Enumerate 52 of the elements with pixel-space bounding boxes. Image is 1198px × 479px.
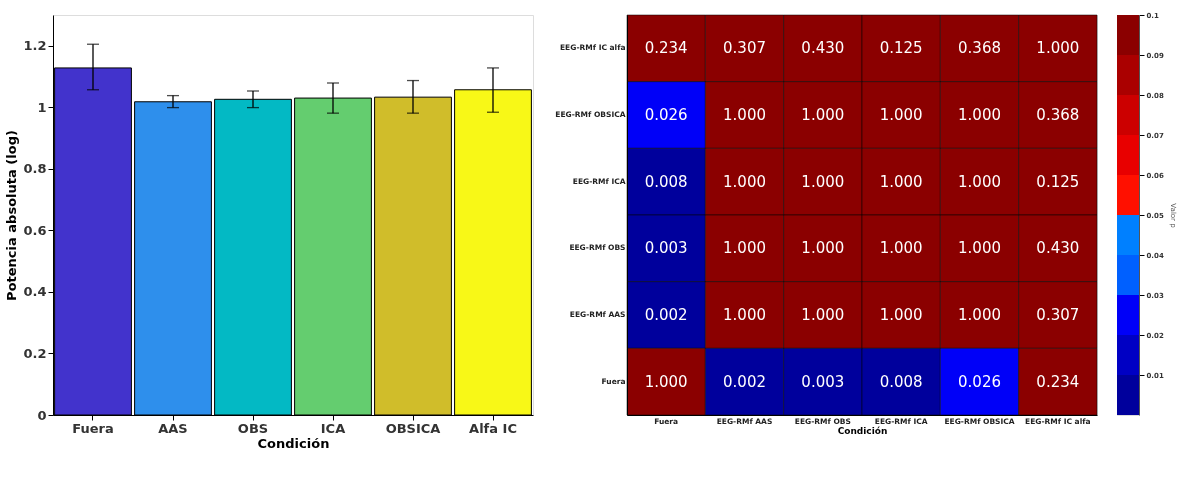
data-label: 1.000 (879, 239, 923, 258)
data-label: 0.234 (1036, 372, 1080, 391)
data-label: 1.000 (958, 239, 1001, 258)
data-label: 1.000 (879, 306, 923, 324)
y-tick-label: 0.6 (23, 222, 47, 238)
y-tick-label: 0 (37, 407, 47, 423)
data-label: 1.000 (801, 239, 845, 258)
y-tick-label: 0.2 (23, 345, 47, 361)
data-label: 1.000 (723, 239, 766, 258)
data-label: 0.003 (644, 239, 688, 258)
data-label: 0.430 (801, 39, 845, 58)
data-label: 1.000 (723, 106, 766, 124)
data-label: 0.003 (801, 372, 845, 391)
data-label: 1.000 (879, 106, 923, 124)
data-label: 1.000 (1036, 39, 1080, 58)
data-label: 1.000 (644, 372, 688, 391)
data-label: 0.026 (958, 372, 1001, 391)
y-axis-title: Potencia absoluta (log) (4, 130, 20, 301)
data-label: 0.008 (879, 372, 923, 391)
y-tick-label: 0.4 (23, 284, 47, 300)
y-tick-label: 1 (37, 99, 47, 115)
data-label: 0.125 (1036, 172, 1080, 191)
data-label: 0.234 (644, 39, 688, 58)
data-label: 1.000 (879, 172, 923, 191)
x-tick-label: AAS (158, 420, 188, 436)
data-label: 0.430 (1036, 239, 1080, 258)
data-label: 1.000 (958, 306, 1001, 324)
x-tick-label: ICA (320, 420, 346, 436)
data-label: 1.000 (723, 172, 766, 191)
x-axis-title: Condición (837, 426, 888, 436)
data-label: 1.000 (801, 106, 845, 124)
x-axis-title: Condición (257, 435, 330, 451)
data-label: 1.000 (801, 306, 845, 324)
data-label: 0.307 (1036, 306, 1080, 324)
x-tick-label: Fuera (72, 420, 114, 436)
data-label: 0.125 (879, 39, 923, 58)
y-tick-label: 1.2 (23, 38, 47, 54)
data-label: 1.000 (723, 306, 766, 324)
data-label: 0.002 (644, 306, 688, 324)
data-label: 0.368 (1036, 106, 1080, 124)
x-tick-label: OBSICA (385, 420, 441, 436)
data-label: 0.002 (723, 372, 766, 391)
x-tick-label: Alfa IC (469, 420, 517, 436)
x-tick-label: OBS (237, 420, 269, 436)
data-label: 0.026 (644, 106, 688, 124)
data-label: 0.008 (644, 172, 688, 191)
data-label: 1.000 (958, 172, 1001, 191)
data-label: 0.307 (723, 39, 766, 58)
data-label: 1.000 (958, 106, 1001, 124)
y-tick-label: 0.8 (23, 161, 47, 177)
data-label: 0.368 (958, 39, 1001, 58)
data-label: 1.000 (801, 172, 845, 191)
